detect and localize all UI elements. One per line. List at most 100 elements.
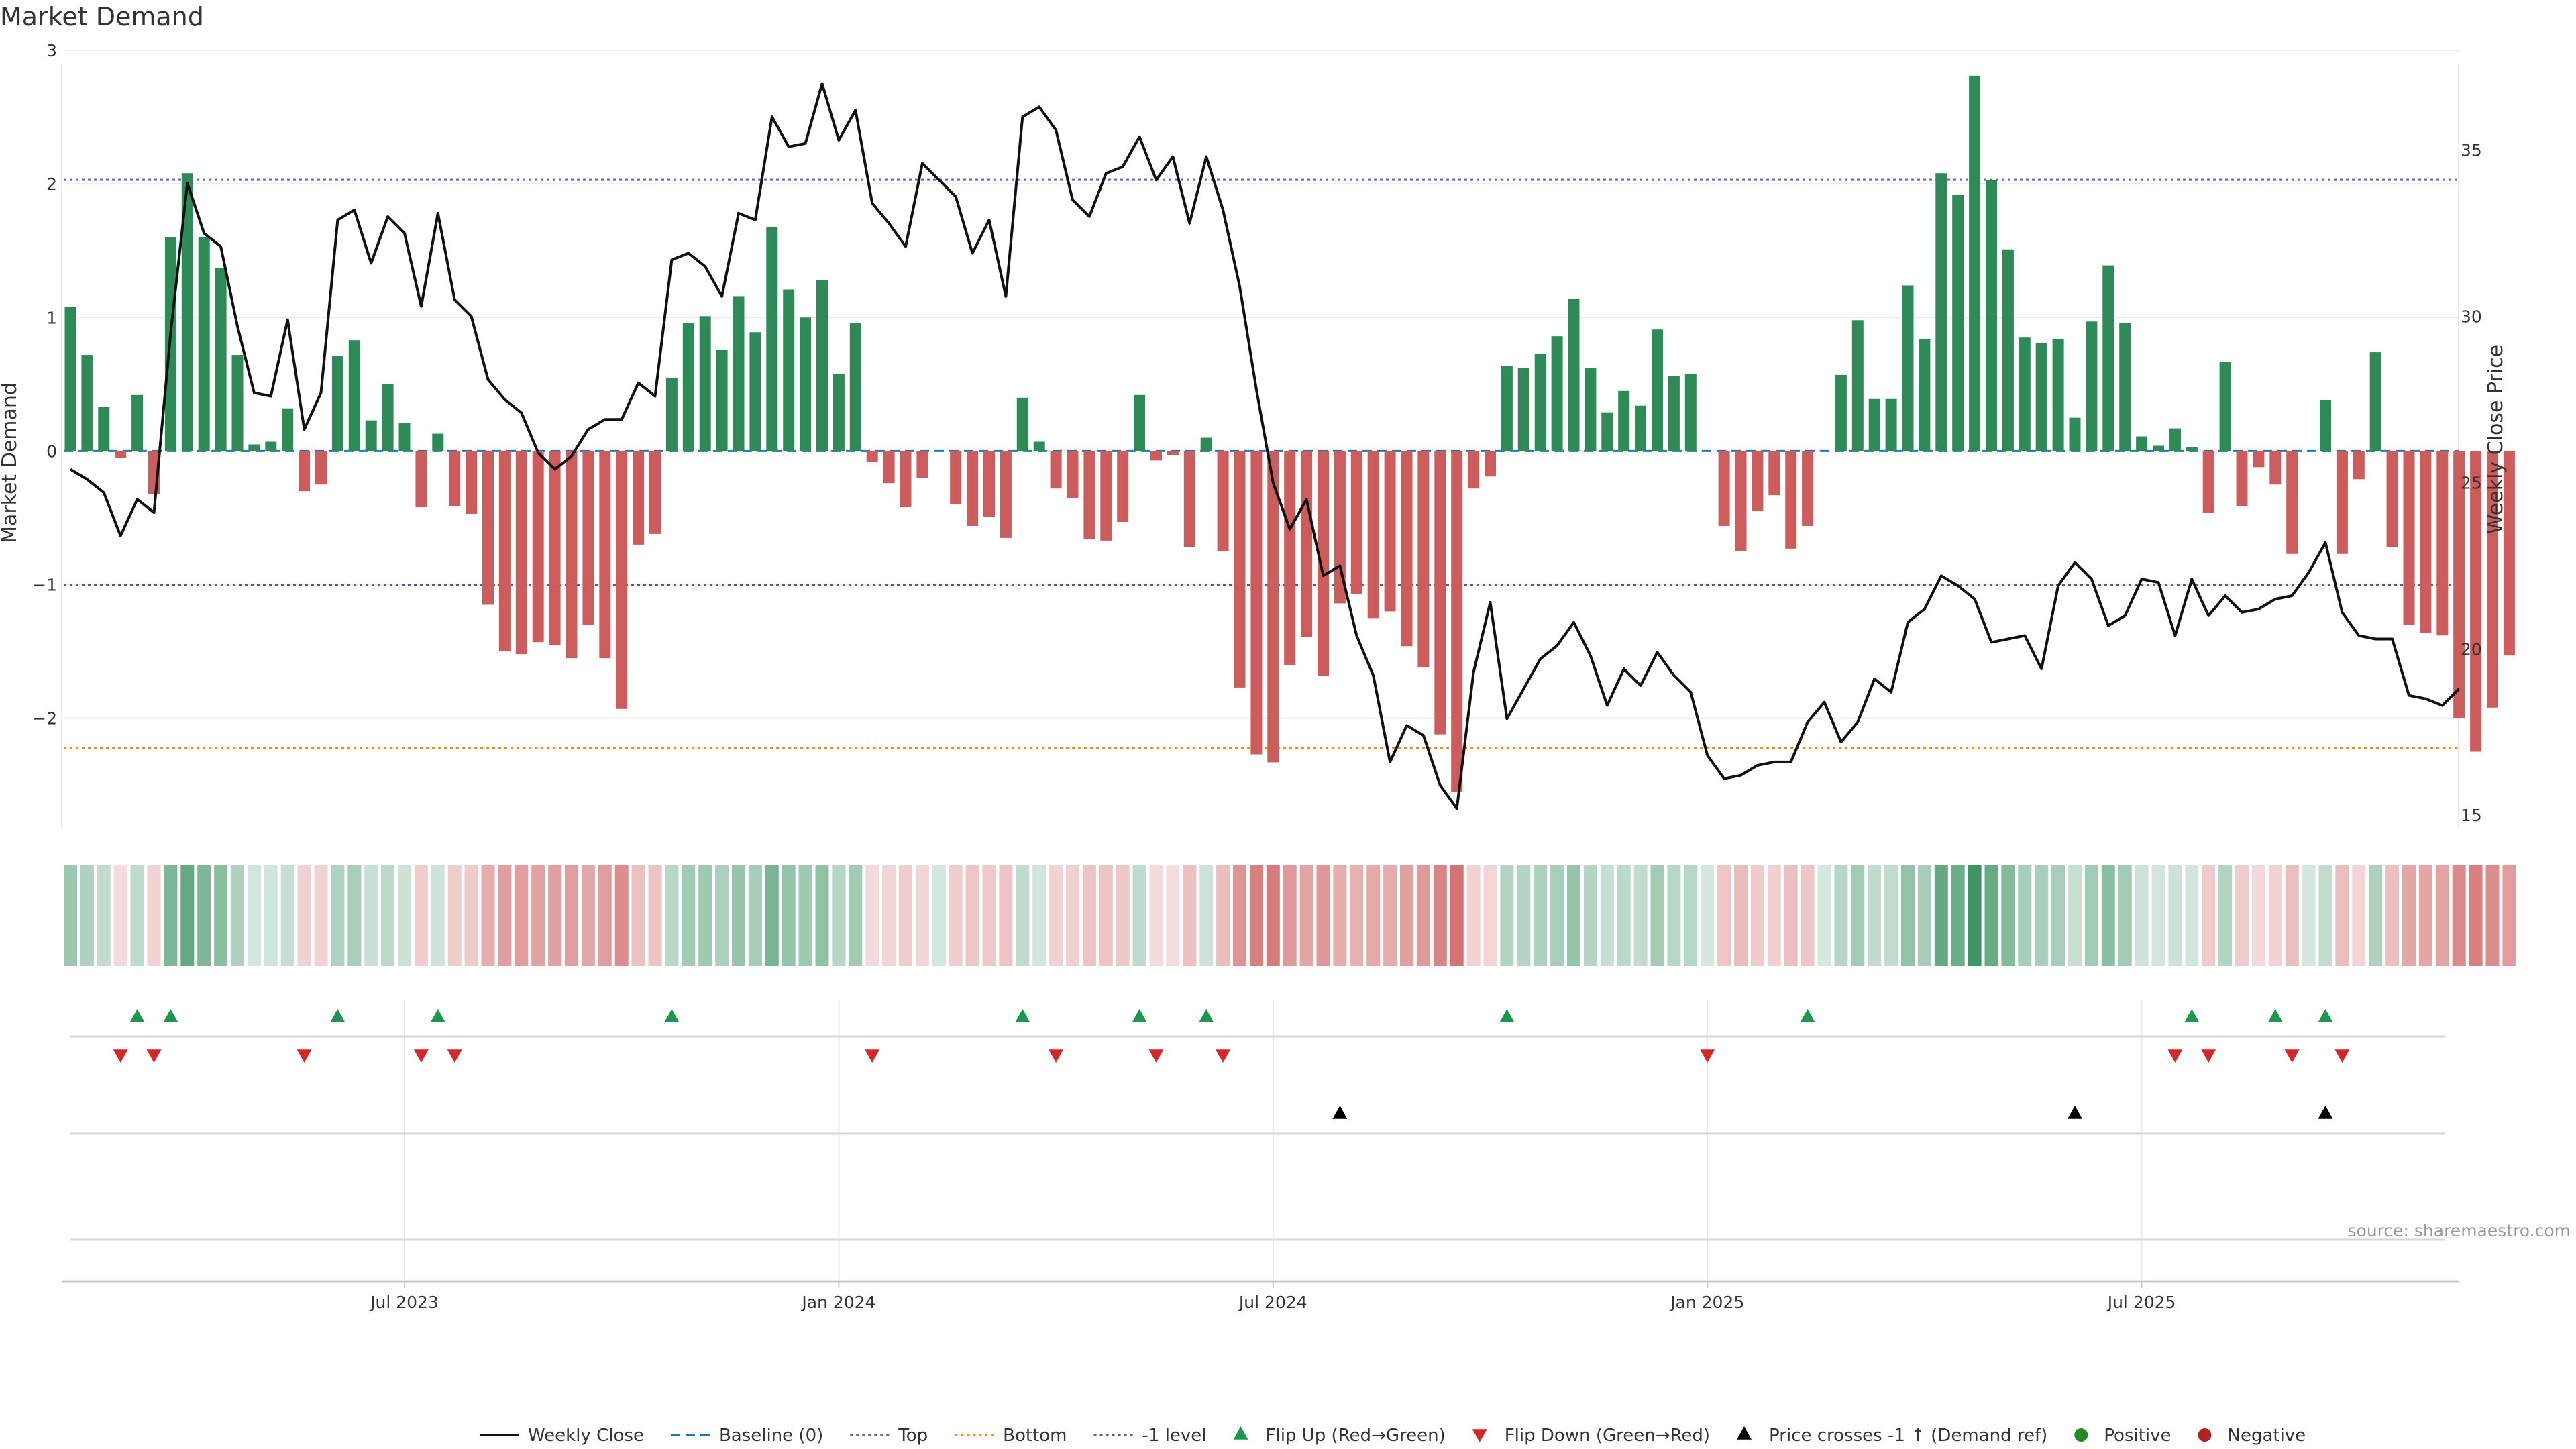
legend: Weekly Close Baseline (0) Top Bottom -1 leve… [480,1426,2306,1446]
chart-title: Market Demand [0,2,204,32]
heat-cell [2485,865,2500,966]
flip-up-marker [163,1009,178,1022]
heat-cell [965,865,979,966]
demand-bar-negative [1167,451,1179,455]
demand-bar-positive [749,332,761,451]
demand-bar-positive [1551,336,1563,451]
demand-bar-negative [466,451,478,515]
heat-cell [1784,865,1798,966]
heat-cell [297,865,311,966]
y-tick-left: 3 [46,41,57,60]
flip-down-marker [865,1049,880,1063]
heat-cell [1132,865,1146,966]
demand-bar-positive [1952,195,1964,451]
demand-bar-negative [883,451,895,484]
price-series [69,82,2461,810]
demand-bar-negative [1468,451,1480,489]
flip-down-marker [146,1049,162,1063]
heat-cell [548,865,562,966]
heat-cell [1717,865,1731,966]
y-tick-left: 0 [46,441,57,461]
demand-bar-positive [1902,285,1914,451]
flip-up-marker [1199,1009,1214,1022]
heat-cell [1149,865,1163,966]
price-cross-marker [2318,1106,2333,1119]
legend-item: Positive [2074,1426,2171,1446]
demand-bar-negative [649,451,661,534]
heat-cell [1416,865,1430,966]
legend-item: Bottom [955,1426,1067,1446]
demand-bar-positive [1986,180,1997,451]
heat-cell [2051,865,2065,966]
heat-cell [1166,865,1180,966]
heat-cell [1483,865,1497,966]
demand-bar-negative [900,451,912,508]
demand-bar-negative [1217,451,1229,551]
demand-bar-positive [766,226,778,451]
demand-bar-positive [365,420,377,451]
demand-bar-positive [248,444,260,451]
flip-up-marker [330,1009,345,1022]
demand-bar-negative [2269,451,2282,485]
heat-cell [1650,865,1664,966]
heat-cell [80,865,94,966]
demand-bar-negative [1250,451,1263,755]
demand-bar-positive [2102,265,2114,451]
heat-cell [2218,865,2233,966]
demand-bar-positive [1134,394,1146,451]
demand-bar-positive [331,356,343,451]
demand-bar-negative [2403,451,2415,625]
flip-up-marker [1015,1009,1030,1022]
demand-bar-positive [81,355,93,451]
heat-cell [915,865,929,966]
flip-down-marker [2201,1049,2216,1063]
demand-bar-positive [1501,365,1513,451]
heat-cell [665,865,679,966]
heat-cell [2285,865,2299,966]
heat-cell [698,865,712,966]
demand-bar-positive [432,433,444,451]
heat-cell [581,865,595,966]
event-markers [70,1000,2445,1281]
heat-cell [1901,865,1915,966]
heat-cell [1550,865,1564,966]
heat-cell [1099,865,1113,966]
heat-cell [1667,865,1681,966]
heat-cell [1283,865,1297,966]
demand-bar-positive [1200,437,1212,451]
heat-cell [1633,865,1648,966]
heat-cell [447,865,462,966]
flip-up-marker [2267,1009,2283,1022]
demand-bar-negative [115,451,127,458]
heat-cell [999,865,1013,966]
heat-cell [1617,865,1631,966]
demand-bar-negative [2436,451,2449,636]
heat-cell [264,865,278,966]
demand-bar-positive [1868,398,1880,451]
demand-bar-positive [398,423,411,451]
demand-bar-negative [2420,451,2432,633]
demand-bar-negative [415,451,427,508]
demand-bar-positive [198,237,210,451]
flip-up-marker [1132,1009,1147,1022]
demand-bar-negative [1284,451,1296,665]
demand-bar-positive [665,377,678,451]
flip-down-marker [1049,1049,1064,1063]
heat-cell [2251,865,2265,966]
source-label: source: sharemaestro.com [2348,1221,2571,1240]
legend-item: Baseline (0) [670,1426,823,1446]
heat-cell [882,865,896,966]
demand-bar-negative [1301,451,1313,637]
flip-up-marker [2318,1009,2333,1022]
demand-bar-negative [549,451,561,645]
demand-bar-positive [833,373,845,451]
heat-cell [180,865,195,966]
heat-cell [164,865,178,966]
heat-cell [798,865,812,966]
y-tick-left: −1 [32,576,57,595]
demand-bar-positive [1684,373,1697,451]
heat-cell [2318,865,2332,966]
heat-cell [1350,865,1364,966]
heat-cell [2435,865,2449,966]
